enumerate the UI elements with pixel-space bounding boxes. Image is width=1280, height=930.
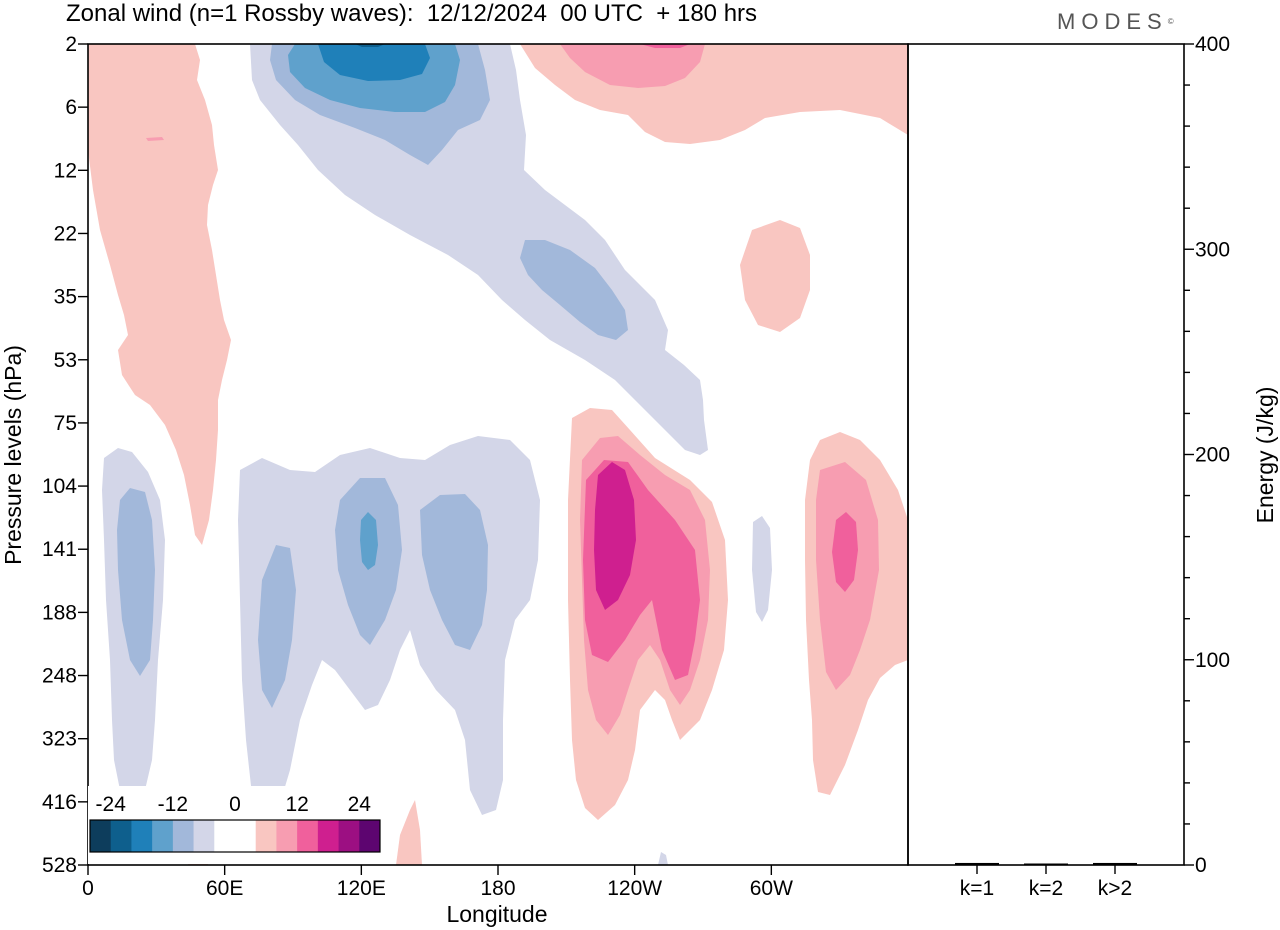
y-axis-title-left: Pressure levels (hPa) [0,345,26,565]
colorbar-label: 24 [348,793,372,816]
pressure-tick-label: 75 [54,412,77,435]
energy-category-label: k>2 [1098,877,1132,900]
colorbar-swatch [152,820,174,852]
contour-positive-lower-center-l4 [594,462,636,610]
colorbar-label: 12 [285,793,308,816]
pressure-tick-label: 323 [42,728,77,751]
pressure-tick-label: 104 [42,475,77,498]
colorbar-swatch [131,820,153,852]
pressure-tick-label: 35 [54,286,77,309]
contour-positive-west-speck [146,137,164,141]
contour-negative-mid-blob [520,240,628,340]
colorbar-swatch [255,820,277,852]
energy-plot-frame [907,43,1185,866]
colorbar-swatch [193,820,215,852]
brand-logo: MODES© [1057,9,1174,35]
contour-positive-upper-right-l2 [560,44,705,88]
contour-positive-bottom-spike [396,800,422,865]
contour-negative-lower-center-l2c [420,494,488,650]
energy-bar [1093,862,1137,865]
longitude-tick-label: 120W [607,877,662,900]
brand-mark: © [1167,17,1174,26]
colorbar-swatch [214,820,236,852]
colorbar-label: 0 [229,793,241,816]
energy-tick-label: 400 [1195,33,1230,56]
chart-title: Zonal wind (n=1 Rossby waves): 12/12/202… [66,0,758,27]
pressure-tick-label: 416 [42,791,77,814]
colorbar-label: -24 [96,793,127,816]
contour-negative-lower-center-l2a [258,545,296,708]
colorbar-legend: -24 -12 0 12 24 [88,786,382,864]
energy-tick-label: 200 [1195,444,1230,467]
longitude-tick-label: 60E [206,877,243,900]
contour-positive-upper-right-l3 [640,44,690,48]
pressure-axis: 2 6 12 22 35 53 75 104 141 188 248 323 416 528 [42,33,88,877]
energy-category-label: k=1 [960,877,994,900]
colorbar-frame [89,819,381,853]
pressure-tick-label: 188 [42,601,77,624]
pressure-tick-label: 248 [42,665,77,688]
longitude-tick-label: 0 [82,877,94,900]
energy-bar [955,862,999,865]
pressure-tick-label: 53 [54,349,77,372]
contour-negative-lower-center-l3 [360,512,378,570]
contour-negative-upper-band-l4 [318,44,430,81]
y-axis-title-right: Energy (J/kg) [1252,387,1278,524]
energy-bars [955,862,1137,865]
colorbar-swatch [317,820,339,852]
pressure-tick-label: 2 [65,33,77,56]
energy-category-label: k=2 [1029,877,1063,900]
energy-tick-label: 0 [1195,854,1207,877]
energy-tick-label: 100 [1195,649,1230,672]
pressure-tick-label: 528 [42,854,77,877]
pressure-tick-label: 22 [54,222,77,245]
longitude-tick-label: 120E [337,877,386,900]
colorbar-labels: -24 -12 0 12 24 [96,793,372,816]
colorbar-swatch [110,820,132,852]
contour-negative-upper-band [250,44,708,455]
colorbar-swatch [172,820,194,852]
x-axis-title: Longitude [446,901,547,927]
colorbar-swatch [297,820,319,852]
contour-positive-mid-right [740,220,810,332]
pressure-tick-label: 141 [42,538,77,561]
longitude-tick-label: 180 [480,877,515,900]
contour-negative-lower-specks [658,516,772,865]
energy-axis: 0 100 200 300 400 [1184,33,1230,877]
contour-positive-lower-right-l3 [832,512,858,592]
colorbar-swatch [359,820,381,852]
pressure-tick-label: 12 [54,159,77,182]
longitude-tick-label: 60W [750,877,793,900]
pressure-tick-label: 6 [65,96,77,119]
brand-text: MODES [1057,9,1168,34]
colorbar-swatches [89,819,381,853]
energy-bar [1024,863,1068,865]
energy-tick-label: 300 [1195,238,1230,261]
colorbar-label: -12 [158,793,188,816]
colorbar-swatch [235,820,257,852]
colorbar-swatch [90,820,112,852]
energy-bar-categories: k=1 k=2 k>2 [960,865,1132,900]
heatmap-plot [88,44,908,865]
colorbar-swatch [276,820,298,852]
colorbar-swatch [338,820,360,852]
contour-negative-lower-left-l2 [117,488,155,676]
longitude-axis: 0 60E 120E 180 120W 60W [82,865,793,900]
contour-positive-west-wedge [88,44,231,545]
